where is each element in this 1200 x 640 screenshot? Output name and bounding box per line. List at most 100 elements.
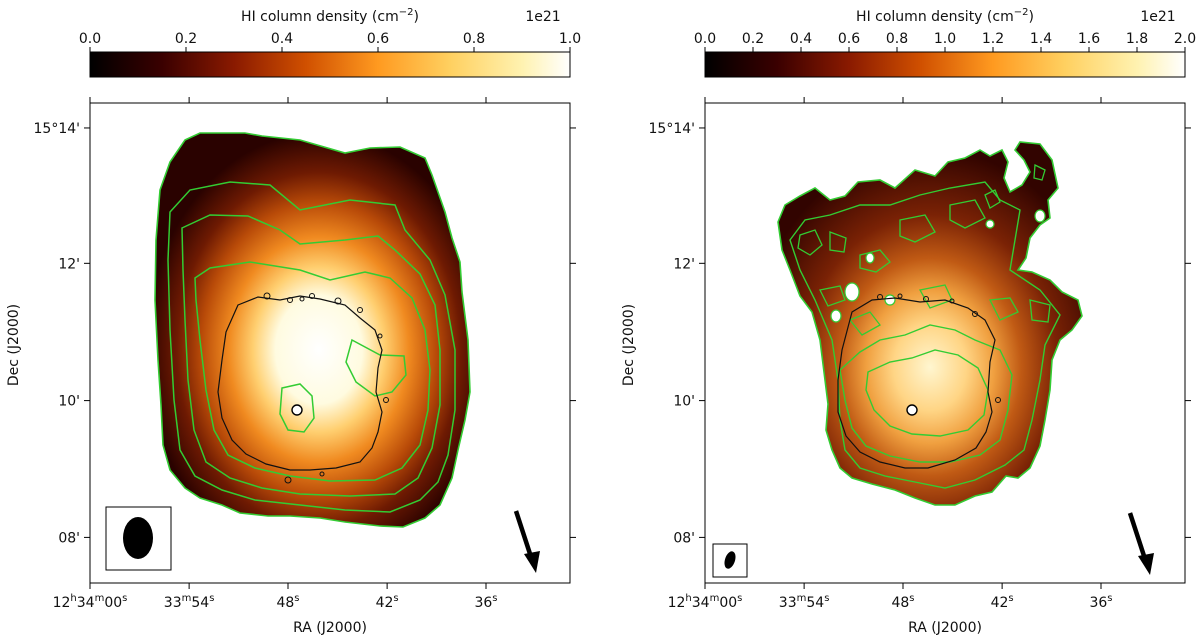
y-tick-label: 08' <box>673 530 695 546</box>
hi-emission-map <box>154 132 471 528</box>
colorbar-gradient <box>704 51 1186 78</box>
x-tick-label-part: s <box>492 593 497 604</box>
x-tick-label-part: h <box>685 593 691 604</box>
x-tick-label-part: s <box>824 593 829 604</box>
x-tick-label-part: 36 <box>1089 595 1107 611</box>
x-tick-label-part: 33 <box>164 595 182 611</box>
x-tick-label-part: s <box>1008 593 1013 604</box>
y-tick-label: 08' <box>58 530 80 546</box>
x-tick-label-part: 12 <box>668 595 686 611</box>
colorbar-ticks: 0.0 0.2 0.4 0.6 0.8 1.0 <box>79 31 581 52</box>
beam-ellipse <box>123 517 153 559</box>
hi-contour-clumps <box>797 163 1051 336</box>
hi-contour-mid <box>181 214 441 497</box>
hi-contour-core <box>345 338 407 397</box>
colorbar-tick-label: 0.6 <box>838 31 860 47</box>
colorbar-tick-label: 0.8 <box>463 31 485 47</box>
x-tick-label-part: h <box>70 593 76 604</box>
colorbar-tick-label: 0.2 <box>175 31 197 47</box>
left-panel: HI column density (cm−2) 1e21 0.0 0.2 0.4 0… <box>6 7 581 636</box>
direction-arrow <box>1127 512 1154 575</box>
right-panel: HI column density (cm−2) 1e21 0.0 0.2 0.4 0… <box>621 7 1196 636</box>
x-tick-label: 36s <box>1089 593 1112 611</box>
y-tick-label: 15°14' <box>649 121 695 137</box>
beam-ellipse <box>724 551 736 569</box>
x-tick-label-part: 42 <box>376 595 394 611</box>
hi-contour-outer <box>167 181 456 513</box>
y-tick-label: 10' <box>673 394 695 410</box>
colorbar-tick-label: 1.8 <box>1126 31 1148 47</box>
optical-contour-blobs <box>263 292 389 484</box>
colorbar-left: HI column density (cm−2) 1e21 0.0 0.2 0.4 0… <box>79 7 581 78</box>
optical-contour <box>217 295 383 471</box>
colorbar-tick-label: 1.2 <box>982 31 1004 47</box>
x-tick-label-part: s <box>1107 593 1112 604</box>
x-tick-label: 12h34m00s <box>53 593 128 611</box>
y-tick-label: 10' <box>58 394 80 410</box>
x-tick-label-part: m <box>182 593 192 604</box>
colorbar-tick-label: 0.6 <box>367 31 389 47</box>
x-tick-label-part: 48 <box>891 595 909 611</box>
x-tick-label-part: 48 <box>276 595 294 611</box>
x-tick-label: 33m54s <box>779 593 830 611</box>
hi-contour-outer <box>789 181 1061 489</box>
x-tick-label: 48s <box>891 593 914 611</box>
x-tick-label: 42s <box>376 593 399 611</box>
colorbar-tick-label: 0.2 <box>742 31 764 47</box>
colorbar-label: HI column density (cm−2) <box>856 7 1034 25</box>
x-tick-label-part: 54 <box>806 595 824 611</box>
x-tick-label-part: m <box>95 593 105 604</box>
colorbar-multiplier: 1e21 <box>525 9 560 25</box>
colorbar-gradient <box>89 51 571 78</box>
hi-contour-mid <box>839 324 1013 463</box>
x-tick-label-part: 34 <box>692 595 710 611</box>
x-tick-label-part: 33 <box>779 595 797 611</box>
x-tick-label-part: s <box>909 593 914 604</box>
x-tick-label: 12h34m00s <box>668 593 743 611</box>
y-axis-label: Dec (J2000) <box>621 304 637 386</box>
hi-contour-inner <box>194 261 431 482</box>
optical-contour-blobs <box>877 293 1001 403</box>
y-axis-label: Dec (J2000) <box>6 304 22 386</box>
colorbar-tick-label: 1.4 <box>1030 31 1052 47</box>
hi-emission-map <box>777 141 1083 506</box>
optical-contour <box>837 297 996 469</box>
center-marker <box>291 404 303 416</box>
x-tick-label-part: s <box>393 593 398 604</box>
colorbar-tick-label: 1.6 <box>1078 31 1100 47</box>
x-axis-label: RA (J2000) <box>908 620 982 636</box>
colorbar-tick-label: 1.0 <box>934 31 956 47</box>
x-tick-label-part: s <box>294 593 299 604</box>
colorbar-tick-label: 0.0 <box>694 31 716 47</box>
colorbar-tick-label: 0.8 <box>886 31 908 47</box>
x-tick-label-part: 42 <box>991 595 1009 611</box>
direction-arrow <box>513 510 540 573</box>
y-tick-label: 12' <box>58 256 80 272</box>
hi-contour-inner <box>865 349 989 437</box>
y-tick-label: 15°14' <box>34 121 80 137</box>
x-tick-label-part: 54 <box>191 595 209 611</box>
colorbar-label: HI column density (cm−2) <box>241 7 419 25</box>
colorbar-ticks: 0.0 0.2 0.4 0.6 0.8 1.0 1.2 1.4 1.6 1.8 2.0 <box>694 31 1196 52</box>
x-tick-label: 48s <box>276 593 299 611</box>
x-tick-label-part: 12 <box>53 595 71 611</box>
colorbar-tick-label: 0.0 <box>79 31 101 47</box>
x-tick-label-part: s <box>122 593 127 604</box>
x-tick-label: 42s <box>991 593 1014 611</box>
x-tick-label-part: 00 <box>719 595 737 611</box>
x-tick-label: 33m54s <box>164 593 215 611</box>
x-axis-label: RA (J2000) <box>293 620 367 636</box>
x-tick-label-part: m <box>797 593 807 604</box>
colorbar-right: HI column density (cm−2) 1e21 0.0 0.2 0.4 0… <box>694 7 1196 78</box>
x-tick-label-part: 34 <box>77 595 95 611</box>
colorbar-tick-label: 1.0 <box>559 31 581 47</box>
x-tick-label-part: s <box>209 593 214 604</box>
colorbar-multiplier: 1e21 <box>1140 9 1175 25</box>
y-tick-label: 12' <box>673 256 695 272</box>
colorbar-tick-label: 0.4 <box>790 31 812 47</box>
colorbar-tick-label: 0.4 <box>271 31 293 47</box>
x-tick-label-part: s <box>737 593 742 604</box>
